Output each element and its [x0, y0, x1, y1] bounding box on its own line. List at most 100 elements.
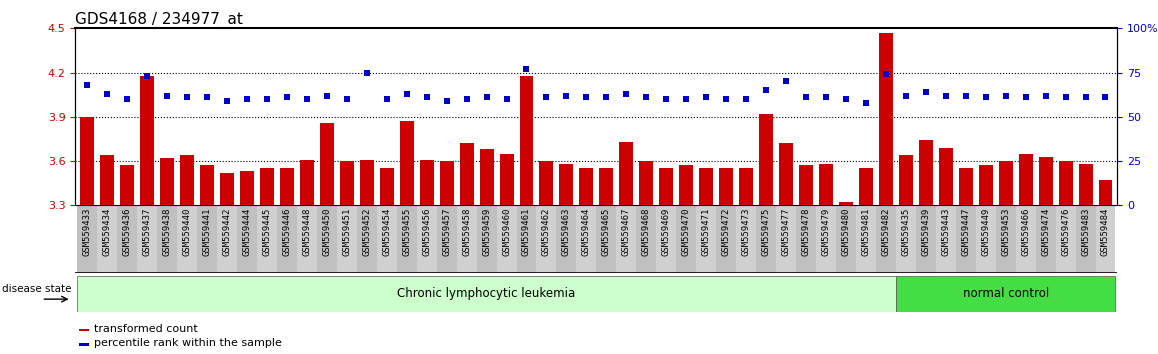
Bar [101, 155, 115, 205]
Text: GSM559444: GSM559444 [242, 207, 251, 256]
Bar [1099, 180, 1113, 205]
Bar [659, 169, 673, 205]
Bar [217, 205, 237, 273]
Text: GSM559440: GSM559440 [183, 207, 191, 256]
Bar [899, 155, 913, 205]
Bar [559, 164, 573, 205]
Bar [859, 169, 873, 205]
Bar [657, 205, 676, 273]
Bar [499, 154, 513, 205]
Bar [579, 169, 593, 205]
Bar [979, 166, 992, 205]
Bar [896, 276, 1115, 312]
Text: GSM559464: GSM559464 [581, 207, 591, 256]
Text: GSM559472: GSM559472 [721, 207, 731, 256]
Text: GSM559466: GSM559466 [1021, 207, 1031, 256]
Bar [300, 160, 314, 205]
Text: GSM559484: GSM559484 [1101, 207, 1111, 256]
Text: GSM559475: GSM559475 [762, 207, 770, 256]
Bar [939, 148, 953, 205]
Bar [639, 161, 653, 205]
Bar [760, 114, 774, 205]
Bar [177, 205, 197, 273]
Bar [456, 205, 477, 273]
Text: GSM559435: GSM559435 [901, 207, 910, 256]
Bar [137, 205, 157, 273]
Text: GSM559470: GSM559470 [682, 207, 690, 256]
Text: GSM559455: GSM559455 [402, 207, 411, 256]
Text: GSM559445: GSM559445 [263, 207, 271, 256]
Bar [200, 166, 214, 205]
Bar [856, 205, 875, 273]
Text: GSM559454: GSM559454 [382, 207, 391, 256]
Text: GSM559439: GSM559439 [922, 207, 930, 256]
Bar [497, 205, 516, 273]
Bar [117, 205, 137, 273]
Bar [440, 161, 454, 205]
Bar [680, 166, 694, 205]
Bar [959, 169, 973, 205]
Bar [259, 169, 274, 205]
Text: GSM559447: GSM559447 [961, 207, 970, 256]
Bar [836, 205, 856, 273]
Bar [1019, 154, 1033, 205]
Bar [1016, 205, 1035, 273]
Text: percentile rank within the sample: percentile rank within the sample [94, 338, 281, 348]
Bar [879, 33, 893, 205]
Text: GSM559474: GSM559474 [1041, 207, 1050, 256]
Bar [181, 155, 195, 205]
Bar [380, 169, 394, 205]
Bar [1076, 205, 1095, 273]
Text: GSM559441: GSM559441 [203, 207, 212, 256]
Bar [719, 169, 733, 205]
Bar [78, 205, 97, 273]
Text: GSM559462: GSM559462 [542, 207, 551, 256]
Bar [838, 202, 853, 205]
Text: GSM559480: GSM559480 [842, 207, 850, 256]
Bar [600, 169, 614, 205]
Bar [79, 343, 89, 346]
Text: GSM559481: GSM559481 [862, 207, 871, 256]
Bar [676, 205, 696, 273]
Text: GSM559477: GSM559477 [782, 207, 791, 256]
Text: GSM559459: GSM559459 [482, 207, 491, 256]
Bar [916, 205, 936, 273]
Bar [819, 164, 833, 205]
Text: GSM559438: GSM559438 [162, 207, 171, 256]
Bar [257, 205, 277, 273]
Bar [317, 205, 337, 273]
Bar [557, 205, 577, 273]
Bar [220, 173, 234, 205]
Bar [816, 205, 836, 273]
Bar [796, 205, 816, 273]
Bar [799, 166, 813, 205]
Text: GSM559471: GSM559471 [702, 207, 711, 256]
Text: GSM559449: GSM559449 [981, 207, 990, 256]
Text: GSM559433: GSM559433 [82, 207, 91, 256]
Text: GSM559453: GSM559453 [1002, 207, 1010, 256]
Bar [955, 205, 976, 273]
Text: GSM559458: GSM559458 [462, 207, 471, 256]
Bar [540, 161, 554, 205]
Bar [696, 205, 716, 273]
Text: GSM559468: GSM559468 [642, 207, 651, 256]
Text: transformed count: transformed count [94, 324, 197, 334]
Bar [996, 205, 1016, 273]
Bar [936, 205, 955, 273]
Text: GSM559476: GSM559476 [1061, 207, 1070, 256]
Bar [477, 205, 497, 273]
Bar [616, 205, 636, 273]
Bar [776, 205, 796, 273]
Text: GSM559483: GSM559483 [1082, 207, 1090, 256]
Bar [536, 205, 557, 273]
Bar [739, 169, 753, 205]
Bar [237, 205, 257, 273]
Bar [419, 160, 433, 205]
Bar [896, 205, 916, 273]
Bar [79, 329, 89, 331]
Bar [97, 205, 117, 273]
Bar [577, 205, 596, 273]
Bar [875, 205, 896, 273]
Bar [516, 205, 536, 273]
Text: disease state: disease state [1, 284, 71, 293]
